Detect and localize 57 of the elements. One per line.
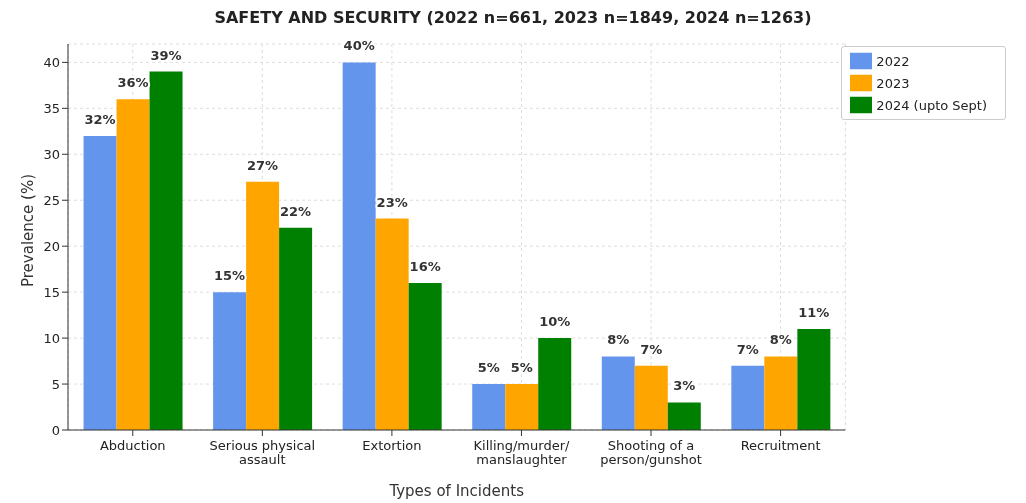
data-label: 7% — [736, 341, 759, 357]
y-tick-label: 20 — [43, 238, 60, 254]
bar — [83, 135, 117, 430]
bar — [538, 338, 572, 430]
legend-label: 2023 — [876, 75, 910, 91]
data-label: 22% — [280, 203, 312, 219]
y-tick-label: 40 — [43, 55, 60, 70]
y-tick-label: 0 — [51, 422, 60, 438]
bar — [279, 227, 313, 430]
data-label: 36% — [117, 75, 149, 91]
legend-label: 2024 (upto Sept) — [876, 97, 987, 113]
x-tick-label: Abduction — [99, 438, 166, 453]
x-tick-label: Serious physical assault — [209, 438, 316, 467]
data-label: 8% — [607, 332, 630, 348]
bar — [213, 292, 247, 430]
data-label: 23% — [376, 194, 408, 210]
bar — [472, 384, 506, 430]
y-tick-label: 35 — [43, 100, 60, 116]
bar — [342, 62, 376, 430]
data-label: 27% — [247, 157, 279, 173]
data-label: 15% — [214, 268, 246, 284]
bar — [408, 282, 442, 430]
chart-title: SAFETY AND SECURITY (2022 n=661, 2023 n=1849, 2024 n=1263) — [213, 8, 813, 29]
data-label: 16% — [409, 258, 441, 274]
y-axis-title: Prevalence (%) — [19, 173, 38, 287]
x-tick-label: Recruitment — [740, 438, 821, 453]
bar — [731, 365, 765, 430]
y-tick-label: 25 — [43, 192, 60, 208]
bar — [797, 328, 831, 430]
bar — [246, 181, 280, 430]
bar — [667, 402, 701, 430]
x-tick-label: Extortion — [362, 438, 422, 453]
data-label: 5% — [510, 360, 533, 376]
data-label: 40% — [343, 38, 375, 54]
data-label: 32% — [84, 111, 116, 127]
bar — [601, 356, 635, 430]
data-label: 3% — [673, 378, 696, 394]
bar — [116, 99, 150, 430]
x-tick-label: Killing/murder/ manslaughter — [473, 438, 570, 467]
data-label: 8% — [769, 332, 792, 348]
data-label: 39% — [150, 47, 182, 63]
data-label: 11% — [798, 304, 830, 320]
y-tick-label: 5 — [51, 376, 60, 392]
x-tick-label: Shooting of a person/gunshot — [600, 438, 702, 467]
data-label: 7% — [640, 341, 663, 357]
y-tick-label: 15 — [43, 284, 60, 300]
data-label: 10% — [539, 314, 571, 330]
bar — [375, 218, 409, 430]
legend-label: 2022 — [876, 53, 910, 69]
y-tick-label: 10 — [43, 330, 60, 346]
bar — [764, 356, 798, 430]
y-tick-label: 30 — [43, 146, 60, 162]
bar — [505, 384, 539, 430]
bar — [634, 365, 668, 430]
data-label: 5% — [477, 360, 500, 376]
bar — [149, 71, 183, 430]
x-axis-title: Types of Incidents — [388, 482, 525, 500]
